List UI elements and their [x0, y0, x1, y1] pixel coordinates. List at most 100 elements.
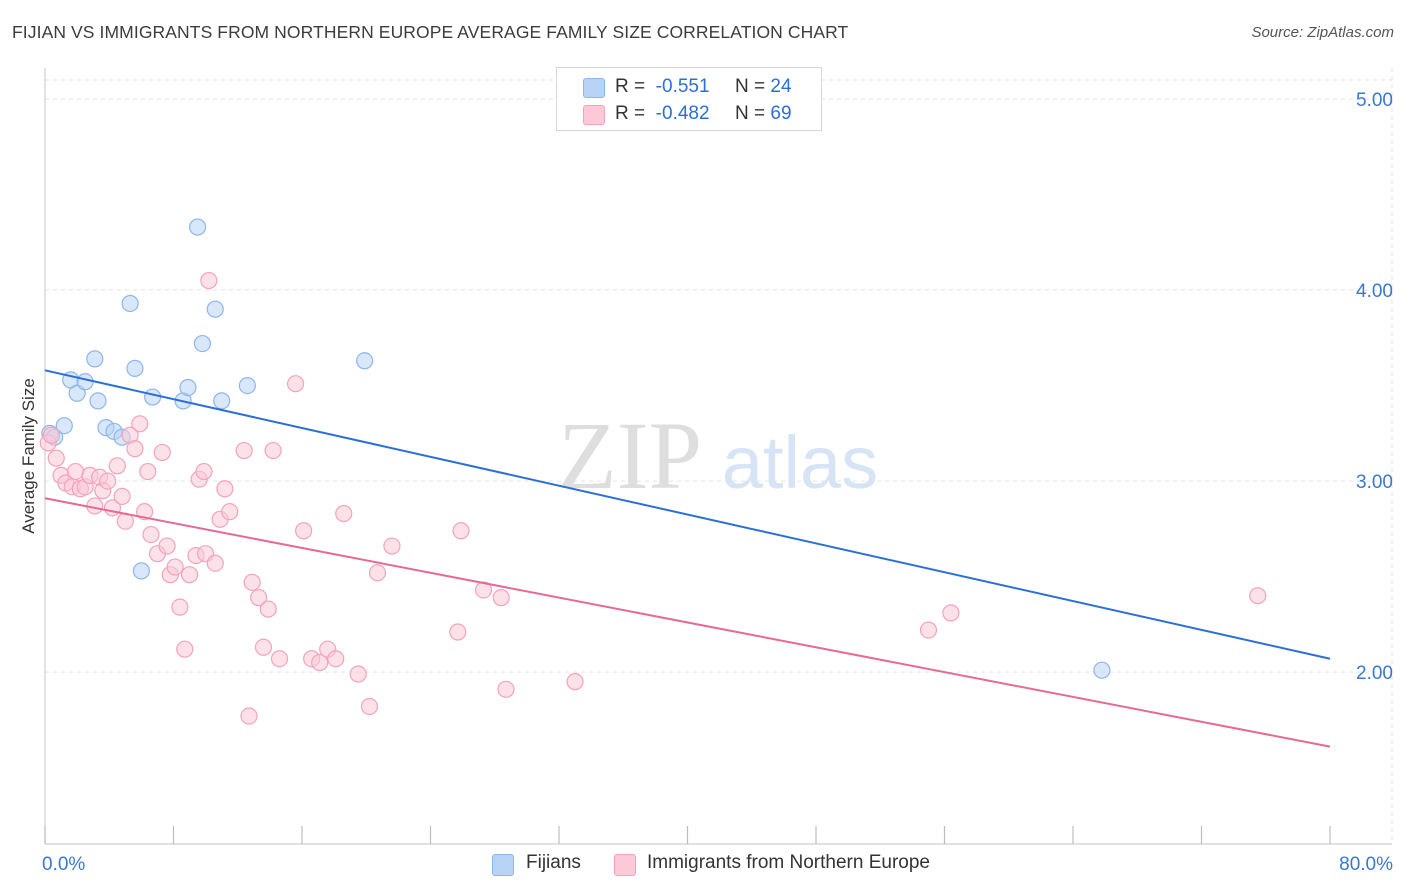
immigrant-point [383, 537, 401, 555]
immigrant-point [335, 504, 353, 523]
immigrant-point [47, 449, 65, 467]
immigrant-trend-line [44, 497, 1331, 748]
immigrant-point [171, 598, 189, 616]
immigrant-point [153, 443, 171, 462]
y-tick-label: 4.00 [1356, 281, 1393, 302]
immigrant-point [286, 375, 305, 393]
gridlines [45, 68, 1393, 844]
correlation-legend: R = -0.551 N = 24 R = -0.482 N = 69 [556, 67, 822, 131]
legend-n-value-immigrants: 69 [770, 103, 792, 124]
immigrant-point [158, 537, 176, 555]
fijian-point [188, 218, 207, 236]
trend-lines [44, 369, 1331, 748]
immigrant-point [235, 441, 253, 460]
watermark: ZIP atlas [558, 402, 878, 509]
series-legend: Fijians Immigrants from Northern Europe [0, 852, 1406, 878]
source-label: Source: ZipAtlas.com [1251, 24, 1394, 41]
immigrant-point [108, 457, 126, 475]
legend-r-value-immigrants: -0.482 [655, 103, 710, 124]
y-tick-label: 2.00 [1356, 663, 1393, 684]
immigrant-point [254, 638, 273, 656]
watermark-zip: ZIP [558, 402, 702, 509]
immigrant-point [311, 653, 329, 672]
fijian-point [126, 359, 144, 378]
immigrant-point [566, 673, 584, 691]
legend-label-fijians: Fijians [526, 852, 581, 873]
immigrant-point [131, 415, 149, 433]
fijian-point [89, 392, 107, 410]
immigrant-point [349, 665, 367, 683]
immigrant-point [216, 480, 234, 498]
immigrant-point [135, 503, 154, 521]
legend-label-immigrants: Immigrants from Northern Europe [647, 852, 930, 873]
chart-title: FIJIAN VS IMMIGRANTS FROM NORTHERN EUROP… [12, 22, 849, 42]
fijian-point [86, 350, 104, 368]
fijian-point [55, 417, 73, 435]
y-tick-label: 3.00 [1356, 472, 1393, 493]
legend-swatch-fijians [492, 854, 514, 876]
y-tick-label: 5.00 [1356, 90, 1393, 111]
immigrant-point [264, 441, 282, 460]
x-tick-label-min: 0.0% [42, 854, 85, 875]
immigrant-point [176, 640, 194, 658]
fijian-point [179, 378, 197, 397]
legend-n-value-fijians: 24 [770, 76, 792, 97]
immigrant-point [1249, 587, 1267, 605]
legend-swatch-immigrants [583, 105, 605, 125]
x-tick-label-max: 80.0% [1339, 854, 1393, 875]
immigrant-point [200, 271, 218, 290]
axis-labels: 2.00 3.00 4.00 5.00 0.0% 80.0% Average Family … [19, 90, 1393, 875]
immigrant-point [195, 462, 213, 481]
immigrant-point [243, 573, 261, 591]
immigrant-point [452, 522, 470, 540]
immigrant-point [113, 487, 131, 505]
immigrant-point [270, 650, 289, 668]
fijian-point [206, 300, 224, 318]
fijian-point [356, 352, 374, 370]
immigrant-point [180, 566, 199, 584]
legend-swatch-immigrants [614, 854, 636, 876]
fijian-point [121, 294, 139, 313]
immigrant-point [295, 522, 313, 540]
y-axis-label: Average Family Size [19, 378, 38, 534]
immigrant-point [474, 581, 493, 599]
immigrant-point [497, 680, 515, 698]
immigrant-point [250, 589, 268, 607]
immigrant-point [221, 503, 239, 521]
legend-n-label: N = [735, 103, 766, 124]
immigrant-point [259, 600, 277, 618]
immigrant-point [449, 623, 467, 641]
fijian-point [238, 377, 256, 395]
axes [44, 68, 1392, 845]
fijian-point [144, 388, 162, 406]
fijian-point [213, 392, 231, 410]
immigrant-point [42, 426, 61, 444]
immigrant-point [492, 589, 510, 607]
immigrant-point [139, 462, 157, 481]
fijian-point [76, 373, 94, 391]
data-points [39, 218, 1267, 725]
immigrant-point [360, 697, 379, 716]
immigrant-point [142, 525, 160, 544]
fijian-trend-line [44, 369, 1331, 660]
immigrant-point [126, 440, 144, 458]
legend-n-label: N = [735, 76, 766, 97]
fijian-point [193, 334, 212, 353]
legend-r-label: R = [615, 103, 646, 124]
immigrant-point [240, 707, 258, 725]
immigrant-point [99, 472, 117, 490]
immigrant-point [166, 558, 184, 576]
legend-swatch-fijians [583, 78, 605, 98]
immigrant-point [942, 604, 960, 622]
immigrant-point [206, 554, 224, 572]
immigrant-point [919, 621, 938, 639]
legend-r-value-fijians: -0.551 [655, 76, 710, 97]
immigrant-point [66, 462, 85, 481]
immigrant-point [368, 564, 387, 582]
immigrant-point [327, 650, 345, 668]
watermark-atlas: atlas [722, 421, 878, 504]
fijian-point [1093, 661, 1111, 679]
fijian-point [132, 562, 150, 580]
legend-r-label: R = [615, 76, 646, 97]
